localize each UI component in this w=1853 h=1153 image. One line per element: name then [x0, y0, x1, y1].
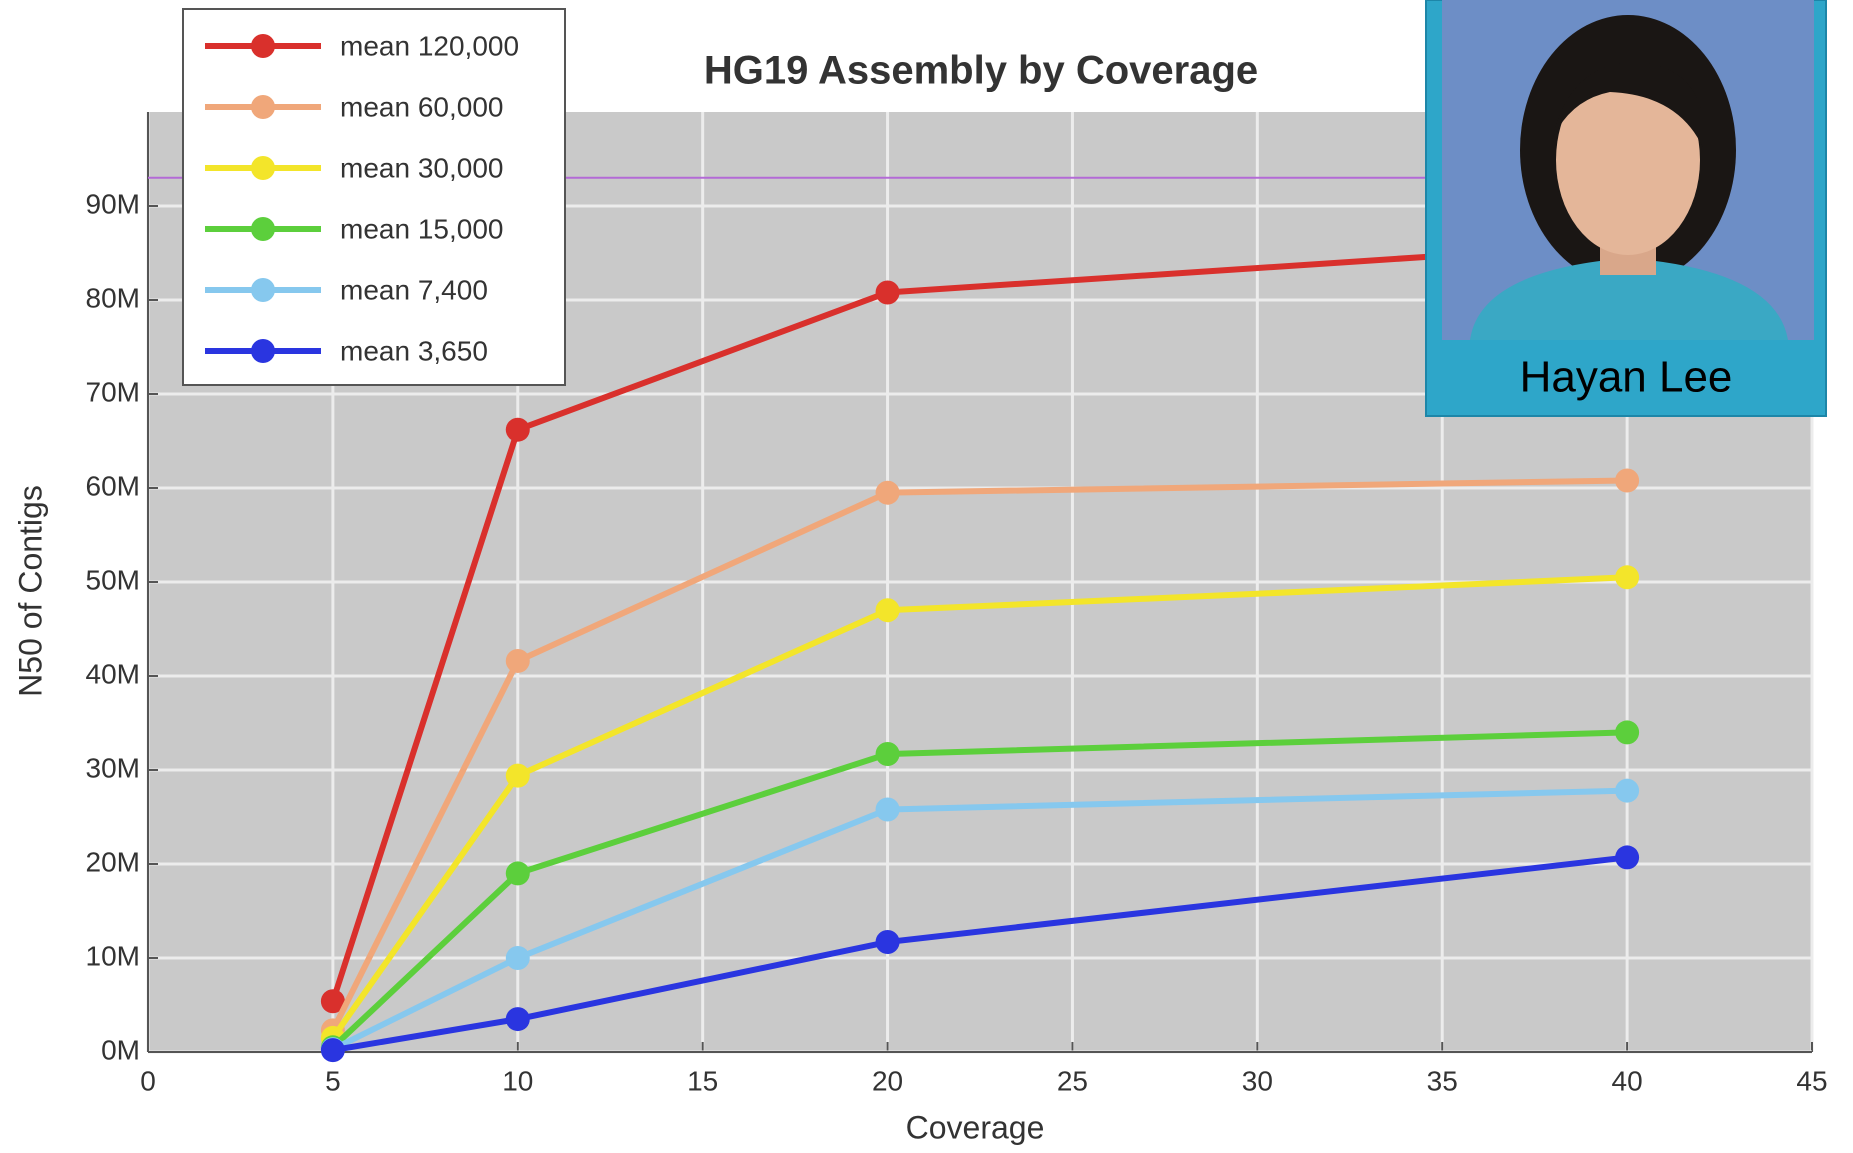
x-tick-label: 20	[872, 1065, 903, 1096]
data-point	[1615, 468, 1639, 492]
legend-marker	[251, 34, 275, 58]
y-tick-label: 30M	[86, 752, 140, 783]
x-tick-label: 15	[687, 1065, 718, 1096]
data-point	[876, 481, 900, 505]
x-tick-label: 5	[325, 1065, 341, 1096]
legend-marker	[251, 339, 275, 363]
x-axis-label: Coverage	[906, 1109, 1045, 1145]
x-tick-label: 40	[1612, 1065, 1643, 1096]
legend-marker	[251, 278, 275, 302]
photo-card: Hayan Lee	[1426, 0, 1826, 416]
y-tick-label: 50M	[86, 564, 140, 595]
x-tick-label: 10	[502, 1065, 533, 1096]
legend-label: mean 30,000	[340, 152, 503, 183]
data-point	[506, 649, 530, 673]
legend-box	[183, 9, 565, 385]
chart-title: HG19 Assembly by Coverage	[704, 49, 1258, 93]
legend: mean 120,000 mean 60,000 mean 30,000 mean 1…	[183, 9, 565, 385]
data-point	[876, 797, 900, 821]
y-tick-label: 20M	[86, 846, 140, 877]
x-tick-label: 30	[1242, 1065, 1273, 1096]
y-tick-label: 10M	[86, 940, 140, 971]
y-tick-label: 90M	[86, 188, 140, 219]
data-point	[876, 598, 900, 622]
data-point	[506, 1007, 530, 1031]
legend-label: mean 3,650	[340, 335, 488, 366]
legend-marker	[251, 217, 275, 241]
y-tick-label: 80M	[86, 282, 140, 313]
chart: 0 5 10 15 20 25 30 35 40 45 0M 10M 20M 30M 40M 50M 60M 70…	[0, 0, 1853, 1153]
x-tick-label: 0	[140, 1065, 156, 1096]
legend-marker	[251, 156, 275, 180]
data-point	[1615, 720, 1639, 744]
y-tick-label: 60M	[86, 470, 140, 501]
data-point	[876, 280, 900, 304]
data-point	[1615, 779, 1639, 803]
photo-caption: Hayan Lee	[1520, 353, 1733, 402]
data-point	[506, 861, 530, 885]
y-axis-label: N50 of Contigs	[12, 485, 48, 697]
y-tick-label: 0M	[101, 1034, 140, 1065]
data-point	[1615, 565, 1639, 589]
y-tick-label: 40M	[86, 658, 140, 689]
data-point	[876, 930, 900, 954]
x-tick-label: 45	[1796, 1065, 1827, 1096]
legend-label: mean 60,000	[340, 91, 503, 122]
data-point	[506, 418, 530, 442]
x-tick-label: 25	[1057, 1065, 1088, 1096]
data-point	[506, 764, 530, 788]
x-tick-label: 35	[1427, 1065, 1458, 1096]
data-point	[1615, 845, 1639, 869]
data-point	[321, 1038, 345, 1062]
legend-label: mean 15,000	[340, 213, 503, 244]
data-point	[876, 742, 900, 766]
y-tick-label: 70M	[86, 376, 140, 407]
legend-label: mean 7,400	[340, 274, 488, 305]
legend-label: mean 120,000	[340, 30, 519, 61]
data-point	[506, 946, 530, 970]
legend-marker	[251, 95, 275, 119]
